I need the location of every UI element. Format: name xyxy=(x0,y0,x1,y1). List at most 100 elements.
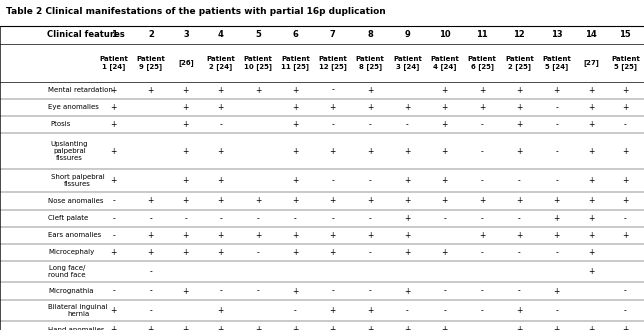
Text: -: - xyxy=(480,248,484,257)
Text: -: - xyxy=(257,214,260,223)
Text: +: + xyxy=(404,248,411,257)
Text: +: + xyxy=(110,306,117,315)
Text: +: + xyxy=(588,231,594,240)
Text: Upslanting
palpebral
fissures: Upslanting palpebral fissures xyxy=(51,141,88,161)
Text: +: + xyxy=(479,85,485,95)
Text: +: + xyxy=(367,103,374,112)
Text: -: - xyxy=(406,306,409,315)
Text: +: + xyxy=(255,325,261,330)
Text: Table 2 Clinical manifestations of the patients with partial 16p duplication: Table 2 Clinical manifestations of the p… xyxy=(6,7,386,16)
Text: +: + xyxy=(588,120,594,129)
Text: +: + xyxy=(292,286,299,296)
Text: +: + xyxy=(622,325,629,330)
Text: +: + xyxy=(218,248,224,257)
Text: +: + xyxy=(516,103,522,112)
Text: -: - xyxy=(369,248,372,257)
Text: -: - xyxy=(112,286,115,296)
Text: Patient
4 [24]: Patient 4 [24] xyxy=(430,55,459,70)
Text: -: - xyxy=(149,286,152,296)
Text: +: + xyxy=(588,147,594,156)
Text: 1: 1 xyxy=(111,30,117,40)
Text: +: + xyxy=(183,103,189,112)
Text: -: - xyxy=(220,120,222,129)
Text: -: - xyxy=(443,306,446,315)
Text: +: + xyxy=(516,85,522,95)
Text: +: + xyxy=(553,325,560,330)
Text: +: + xyxy=(442,85,448,95)
Text: +: + xyxy=(442,120,448,129)
Text: +: + xyxy=(404,286,411,296)
Text: -: - xyxy=(518,248,521,257)
Text: +: + xyxy=(218,231,224,240)
Text: +: + xyxy=(330,248,336,257)
Text: +: + xyxy=(183,286,189,296)
Text: Mental retardation: Mental retardation xyxy=(48,87,113,93)
Text: +: + xyxy=(553,196,560,206)
Text: Hand anomalies: Hand anomalies xyxy=(48,327,105,330)
Text: +: + xyxy=(330,325,336,330)
Text: 4: 4 xyxy=(218,30,224,40)
Text: +: + xyxy=(404,103,411,112)
Text: +: + xyxy=(183,85,189,95)
Text: +: + xyxy=(367,325,374,330)
Text: +: + xyxy=(218,85,224,95)
Text: -: - xyxy=(555,120,558,129)
Text: +: + xyxy=(292,248,299,257)
Text: +: + xyxy=(183,248,189,257)
Text: +: + xyxy=(218,103,224,112)
Text: +: + xyxy=(622,176,629,185)
Text: -: - xyxy=(443,286,446,296)
Text: +: + xyxy=(292,85,299,95)
Text: Patient
12 [25]: Patient 12 [25] xyxy=(318,55,347,70)
Text: +: + xyxy=(588,176,594,185)
Text: +: + xyxy=(588,196,594,206)
Text: Patient
6 [25]: Patient 6 [25] xyxy=(468,55,497,70)
Text: +: + xyxy=(330,103,336,112)
Text: +: + xyxy=(622,196,629,206)
Text: Patient
2 [24]: Patient 2 [24] xyxy=(207,55,235,70)
Text: 6: 6 xyxy=(292,30,298,40)
Text: +: + xyxy=(442,176,448,185)
Text: +: + xyxy=(588,85,594,95)
Text: +: + xyxy=(147,85,154,95)
Text: +: + xyxy=(292,231,299,240)
Text: +: + xyxy=(588,267,594,276)
Text: +: + xyxy=(442,325,448,330)
Text: -: - xyxy=(555,147,558,156)
Text: +: + xyxy=(110,325,117,330)
Text: -: - xyxy=(112,231,115,240)
Text: +: + xyxy=(367,85,374,95)
Text: [26]: [26] xyxy=(178,59,194,66)
Text: -: - xyxy=(294,306,297,315)
Text: Patient
11 [25]: Patient 11 [25] xyxy=(281,55,310,70)
Text: Cleft palate: Cleft palate xyxy=(48,215,89,221)
Text: -: - xyxy=(220,214,222,223)
Text: Patient
5 [25]: Patient 5 [25] xyxy=(611,55,639,70)
Text: -: - xyxy=(480,120,484,129)
Text: Patient
1 [24]: Patient 1 [24] xyxy=(99,55,128,70)
Text: 14: 14 xyxy=(585,30,597,40)
Text: +: + xyxy=(292,325,299,330)
Text: -: - xyxy=(332,85,334,95)
Text: +: + xyxy=(553,231,560,240)
Text: -: - xyxy=(624,286,627,296)
Text: +: + xyxy=(218,325,224,330)
Text: +: + xyxy=(292,103,299,112)
Text: Patient
5 [24]: Patient 5 [24] xyxy=(542,55,571,70)
Text: -: - xyxy=(257,286,260,296)
Text: +: + xyxy=(147,325,154,330)
Text: -: - xyxy=(332,120,334,129)
Text: +: + xyxy=(255,196,261,206)
Text: +: + xyxy=(183,176,189,185)
Text: 3: 3 xyxy=(183,30,189,40)
Text: 11: 11 xyxy=(476,30,488,40)
Text: +: + xyxy=(330,306,336,315)
Text: +: + xyxy=(404,325,411,330)
Text: +: + xyxy=(367,306,374,315)
Text: +: + xyxy=(516,147,522,156)
Text: -: - xyxy=(443,214,446,223)
Text: 9: 9 xyxy=(404,30,410,40)
Text: +: + xyxy=(588,325,594,330)
Text: Patient
2 [25]: Patient 2 [25] xyxy=(505,55,534,70)
Text: -: - xyxy=(518,176,521,185)
